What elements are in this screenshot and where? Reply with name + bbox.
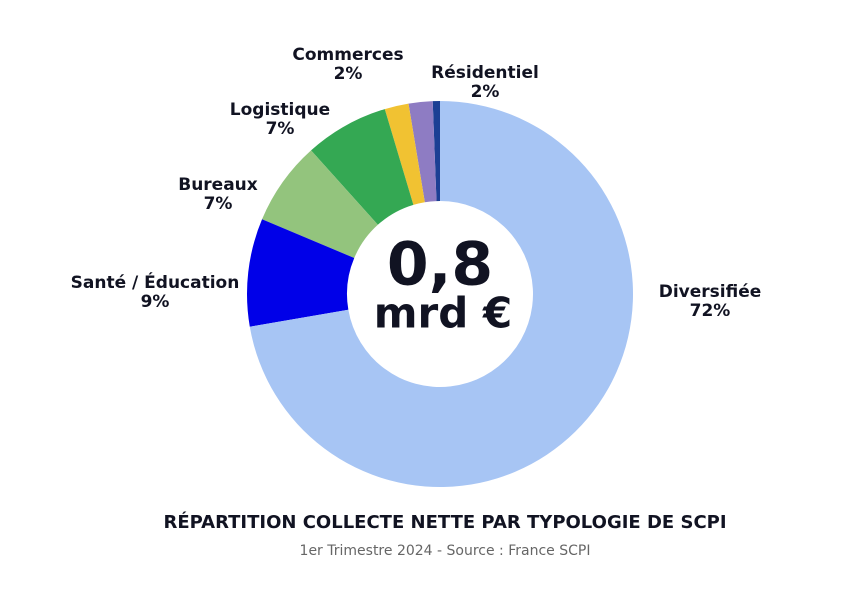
donut-slice: [384, 103, 425, 205]
slice-value-label: 72%: [690, 301, 731, 321]
slice-label: Santé / Éducation: [71, 271, 240, 293]
chart-title: RÉPARTITION COLLECTE NETTE PAR TYPOLOGIE…: [163, 511, 726, 533]
slice-label: Diversifiée: [659, 282, 762, 302]
slice-value-label: 7%: [204, 194, 233, 214]
chart-subtitle: 1er Trimestre 2024 - Source : France SCP…: [300, 543, 591, 559]
slice-value-label: 2%: [334, 64, 363, 84]
slice-label: Logistique: [230, 100, 330, 120]
slice-value-label: 9%: [141, 292, 170, 312]
center-unit: mrd €: [374, 289, 512, 338]
donut-slice: [311, 109, 414, 225]
donut-slice: [262, 150, 378, 259]
slice-label: Commerces: [292, 45, 403, 65]
slice-value-label: 7%: [266, 119, 295, 139]
donut-slice: [408, 101, 437, 203]
slice-label: Résidentiel: [431, 63, 539, 83]
donut-slice: [432, 101, 440, 202]
donut-slice: [247, 219, 355, 327]
donut-slice: [249, 101, 633, 487]
center-value: 0,8: [387, 230, 493, 300]
slice-value-label: 2%: [471, 82, 500, 102]
slice-label: Bureaux: [178, 175, 258, 195]
